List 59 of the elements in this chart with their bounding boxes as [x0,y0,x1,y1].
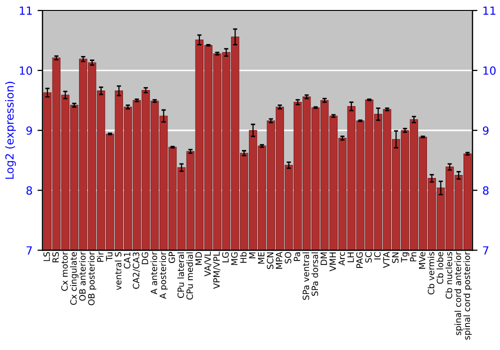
x-tick-label: LG [222,252,229,262]
x-tick-label: M [249,252,256,258]
y2-tick-label: 11 [483,6,496,15]
x-tick-label: MVe [418,252,426,269]
y-axis-title: Log2 (expression) [5,82,16,179]
y-tick-label: 8 [26,186,32,195]
x-tick-label: Tu [106,252,112,262]
x-tick-label: LS [43,252,50,262]
x-tick-label: MG [231,252,238,265]
y2-tick-label: 7 [483,246,488,254]
y-tick-label: 11 [20,6,32,15]
x-tick-label: OB posterior [88,252,96,306]
x-tick-label: Pir [96,252,104,262]
x-tick-label: A posterior [159,252,168,299]
x-tick-label: RS [52,252,59,262]
y-tick-label: 7 [26,246,32,254]
x-tick-label: spinal cord anterior [454,252,463,336]
x-tick-label: Hb [240,252,247,263]
x-tick-label: Pn [410,252,416,262]
x-tick-label: A anterior [150,252,158,294]
x-tick-label: VA/VL [204,252,212,276]
x-tick-label: GP [168,252,176,264]
x-tick-label: Cb vermis [428,252,434,294]
x-tick-label: MD [195,252,202,265]
y2-tick-label: 9 [482,126,489,135]
x-tick-label: SC [365,252,372,263]
x-tick-label: VPM/VPL [213,252,220,289]
x-tick-label: Pa [294,252,300,261]
x-tick-label: Cb nucleus [446,252,452,299]
x-tick-label: spinal cord posterior [463,252,472,340]
x-tick-label: CPu lateral [177,252,184,298]
x-tick-label: MPA [276,252,282,269]
x-tick-label: SO [284,252,292,264]
x-tick-label: ventral S [114,252,122,290]
x-tick-label: VTA [383,252,390,268]
x-tick-label: PAG [356,252,363,268]
y-tick-label: 9 [26,126,32,135]
x-tick-label: SCN [266,252,274,269]
x-tick-label: IC [374,252,381,260]
x-tick-label: DG [142,252,148,264]
x-tick-label: VMH [330,252,336,272]
y2-tick-label: 8 [482,186,489,195]
x-tick-label: Cx motor [61,252,68,291]
x-tick-label: OB anterior [79,252,86,301]
x-tick-label: SPa ventral [302,252,310,300]
x-tick-label: LH [347,252,354,262]
x-tick-label: Tg [401,252,410,262]
x-tick-label: CA1 [124,252,130,269]
x-tick-label: Cx cingulate [70,252,78,305]
x-tick-label: DM [320,252,327,265]
x-tick-label: CPu medial [186,252,193,300]
y-tick-label: 10 [20,66,32,75]
x-tick-label: Cb lobe [436,252,444,284]
x-tick-label: Arc [338,252,345,266]
x-tick-label: CA2/CA3 [132,252,140,289]
x-tick-label: SN [392,252,399,263]
y2-tick-label: 10 [483,66,496,75]
x-tick-label: ME [258,252,264,264]
x-tick-label: SPa dorsal [311,252,318,296]
